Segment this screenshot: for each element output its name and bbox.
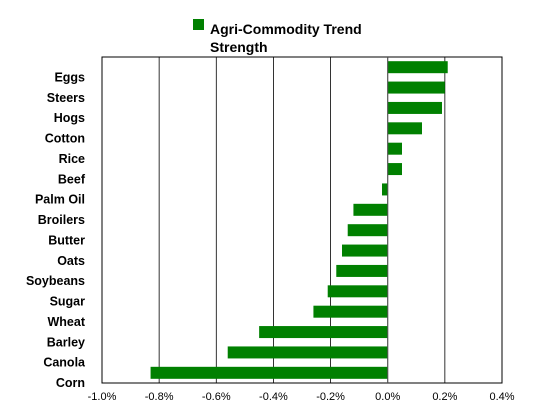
category-label: Steers	[47, 91, 85, 105]
x-tick-label: -0.8%	[145, 391, 174, 403]
x-tick-label: -1.0%	[88, 391, 117, 403]
x-tick-label: 0.4%	[489, 391, 514, 403]
legend-label-line-1: Agri-Commodity Trend	[210, 21, 362, 37]
category-label: Palm Oil	[35, 193, 85, 207]
bar	[387, 122, 422, 135]
bar	[387, 81, 445, 94]
x-tick-label: -0.2%	[316, 391, 345, 403]
legend: Agri-Commodity Trend Strength	[193, 19, 362, 55]
category-label: Sugar	[50, 295, 86, 309]
category-label: Butter	[48, 233, 85, 247]
bar	[342, 244, 388, 257]
bar	[387, 61, 448, 74]
x-tick-label: 0.2%	[432, 391, 457, 403]
bar	[382, 183, 388, 196]
bar	[259, 326, 388, 339]
legend-swatch	[193, 19, 204, 30]
category-label: Soybeans	[26, 274, 85, 288]
category-label: Beef	[58, 172, 86, 186]
category-label: Corn	[56, 376, 85, 390]
bar	[347, 224, 388, 237]
category-label: Canola	[43, 356, 86, 370]
category-label: Wheat	[48, 315, 86, 329]
legend-label-line-2: Strength	[210, 39, 268, 55]
bar	[327, 285, 388, 298]
category-label: Cotton	[45, 132, 85, 146]
category-label: Eggs	[54, 70, 85, 84]
bar	[150, 366, 388, 379]
x-tick-label: -0.6%	[202, 391, 231, 403]
x-tick-label: 0.0%	[375, 391, 400, 403]
bar	[353, 203, 388, 216]
x-tick-label: -0.4%	[259, 391, 288, 403]
bar	[227, 346, 388, 359]
category-label: Barley	[47, 335, 85, 349]
bar	[387, 101, 442, 114]
category-label: Broilers	[38, 213, 85, 227]
category-label: Hogs	[54, 111, 85, 125]
category-label: Oats	[57, 254, 85, 268]
bar	[387, 142, 402, 155]
plot-area: -1.0% -0.8% -0.6% -0.4% -0.2% 0.0% 0.2% 0.4% Egg…	[26, 56, 515, 403]
bar	[336, 264, 388, 277]
category-label: Rice	[59, 152, 85, 166]
bar	[313, 305, 388, 318]
bar	[387, 163, 402, 176]
